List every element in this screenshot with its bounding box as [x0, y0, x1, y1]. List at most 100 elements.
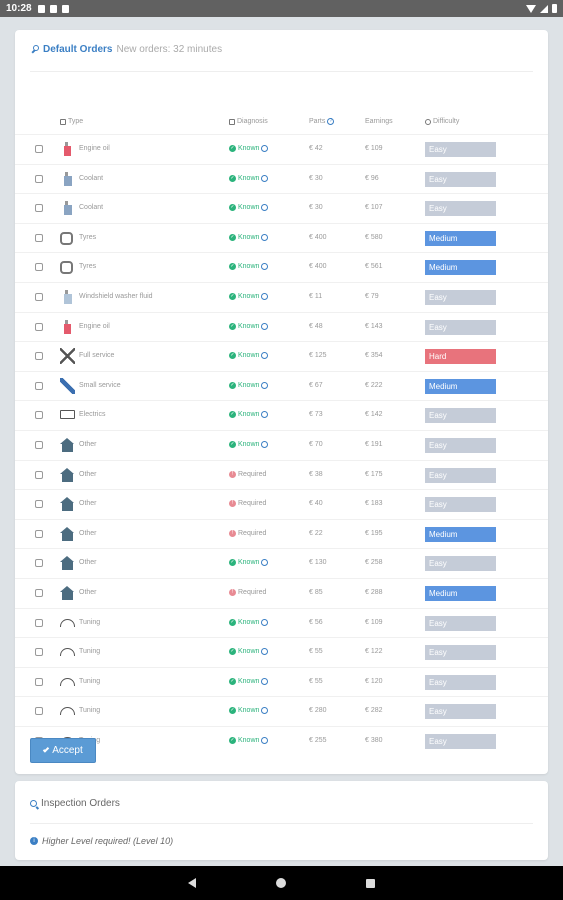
- select-checkbox[interactable]: [35, 441, 43, 449]
- select-checkbox[interactable]: [35, 470, 43, 479]
- info-icon[interactable]: [261, 441, 269, 448]
- select-checkbox[interactable]: [35, 411, 43, 420]
- info-icon[interactable]: [261, 707, 269, 715]
- info-icon[interactable]: [261, 263, 269, 271]
- default-orders-title: Default Orders: [43, 44, 113, 55]
- info-icon[interactable]: [261, 174, 269, 182]
- accept-button[interactable]: Accept: [30, 738, 96, 763]
- signal-icon: [540, 4, 548, 13]
- select-checkbox[interactable]: [35, 233, 43, 242]
- tools-icon: [60, 118, 66, 125]
- info-icon[interactable]: [261, 293, 269, 300]
- table-row[interactable]: Other! Required € 38 € 175 Easy: [15, 459, 548, 490]
- diagnosis-status: ✓ Known: [229, 707, 269, 715]
- check-circle-icon: ✓: [229, 145, 236, 152]
- select-checkbox[interactable]: [35, 293, 43, 301]
- select-checkbox[interactable]: [35, 500, 43, 509]
- diagnosis-label: Known: [238, 559, 260, 567]
- table-row[interactable]: Engine oil ✓ Known € 42 € 109 Easy: [15, 134, 548, 164]
- info-icon[interactable]: [261, 145, 269, 152]
- table-row[interactable]: Other ✓ Known € 70 € 191 Easy: [15, 430, 548, 460]
- info-icon[interactable]: [261, 204, 269, 212]
- info-icon[interactable]: [261, 677, 269, 685]
- info-icon[interactable]: [261, 737, 269, 744]
- difficulty-badge: Easy: [425, 408, 496, 424]
- difficulty-badge: Easy: [425, 201, 496, 217]
- info-icon[interactable]: [261, 381, 269, 389]
- table-row[interactable]: Tyres ✓ Known € 400 € 580 Medium: [15, 222, 548, 253]
- order-type: Tuning: [79, 618, 101, 626]
- select-checkbox[interactable]: [35, 174, 43, 183]
- select-checkbox[interactable]: [35, 352, 43, 361]
- home-icon[interactable]: [276, 878, 286, 888]
- table-row[interactable]: Small service ✓ Known € 67 € 222 Medium: [15, 370, 548, 401]
- select-checkbox[interactable]: [35, 589, 43, 597]
- other-icon: [60, 496, 75, 513]
- diagnosis-status: ✓ Known: [229, 293, 269, 300]
- table-row[interactable]: Windshield washer fluid ✓ Known € 11 € 79 Eas…: [15, 282, 548, 312]
- table-row[interactable]: Other! Required € 40 € 183 Easy: [15, 489, 548, 519]
- info-icon[interactable]: [261, 233, 269, 241]
- full-service-icon: [60, 348, 75, 365]
- diagnosis-label: Required: [238, 500, 267, 508]
- table-row[interactable]: Electrics ✓ Known € 73 € 142 Easy: [15, 400, 548, 430]
- select-checkbox[interactable]: [35, 204, 43, 213]
- table-row[interactable]: Tuning ✓ Known € 55 € 122 Easy: [15, 637, 548, 667]
- select-checkbox[interactable]: [35, 707, 43, 716]
- info-icon[interactable]: [261, 352, 269, 360]
- info-icon[interactable]: [261, 618, 269, 626]
- diagnosis-label: Known: [238, 707, 260, 715]
- recent-apps-icon[interactable]: [366, 878, 375, 888]
- select-checkbox[interactable]: [35, 529, 43, 538]
- earnings: € 109: [365, 618, 383, 626]
- table-row[interactable]: Engine oil ✓ Known € 48 € 143 Easy: [15, 311, 548, 342]
- accept-label: Accept: [52, 745, 83, 756]
- select-checkbox[interactable]: [35, 559, 43, 568]
- order-type: Small service: [79, 381, 121, 389]
- table-row[interactable]: Tuning ✓ Known € 55 € 120 Easy: [15, 666, 548, 697]
- new-orders-timer: New orders: 32 minutes: [116, 44, 223, 55]
- order-type: Other: [79, 589, 97, 596]
- info-icon[interactable]: [261, 648, 269, 656]
- table-row[interactable]: Tuning ✓ Known € 56 € 109 Easy: [15, 607, 548, 638]
- select-checkbox[interactable]: [35, 648, 43, 657]
- diagnosis-label: Known: [238, 737, 260, 744]
- diagnosis-status: ✓ Known: [229, 559, 269, 567]
- diagnosis-status: ! Required: [229, 589, 266, 596]
- alert-circle-icon: !: [229, 529, 236, 537]
- inspection-orders-title: Inspection Orders: [41, 798, 120, 809]
- table-row[interactable]: Tuning ✓ Known € 280 € 282 Easy: [15, 696, 548, 726]
- table-row[interactable]: Full service ✓ Known € 125 € 354 Hard: [15, 341, 548, 371]
- earnings: € 380: [365, 737, 383, 744]
- table-row[interactable]: Other ✓ Known € 130 € 258 Easy: [15, 548, 548, 578]
- select-checkbox[interactable]: [35, 263, 43, 272]
- table-row[interactable]: Other! Required € 85 € 288 Medium: [15, 578, 548, 608]
- parts-cost: € 30: [309, 174, 323, 182]
- difficulty-badge: Easy: [425, 142, 496, 157]
- parts-cost: € 30: [309, 204, 323, 212]
- select-checkbox[interactable]: [35, 618, 43, 627]
- table-row[interactable]: Coolant ✓ Known € 30 € 96 Easy: [15, 163, 548, 194]
- default-orders-card: Default Orders New orders: 32 minutes Ty…: [15, 30, 548, 774]
- difficulty-badge: Easy: [425, 674, 496, 690]
- table-row[interactable]: Coolant ✓ Known € 30 € 107 Easy: [15, 193, 548, 223]
- select-checkbox[interactable]: [35, 677, 43, 686]
- col-earnings: Earnings: [365, 118, 393, 125]
- col-parts-label: Parts: [309, 118, 326, 125]
- table-row[interactable]: Other! Required € 22 € 195 Medium: [15, 518, 548, 549]
- table-row[interactable]: Tyres ✓ Known € 400 € 561 Medium: [15, 252, 548, 282]
- info-icon[interactable]: [261, 322, 269, 330]
- back-icon[interactable]: [188, 878, 196, 888]
- difficulty-badge: Easy: [425, 290, 496, 305]
- info-icon[interactable]: [261, 411, 269, 419]
- select-checkbox[interactable]: [35, 145, 43, 153]
- select-checkbox[interactable]: [35, 322, 43, 331]
- select-checkbox[interactable]: [35, 381, 43, 390]
- tuning-icon: [60, 648, 75, 657]
- help-icon[interactable]: ?: [327, 118, 335, 125]
- parts-cost: € 48: [309, 322, 323, 330]
- info-icon[interactable]: [261, 559, 269, 567]
- level-requirement-text: Higher Level required! (Level 10): [42, 836, 174, 846]
- earnings: € 183: [365, 500, 383, 508]
- navigation-bar: [0, 866, 563, 900]
